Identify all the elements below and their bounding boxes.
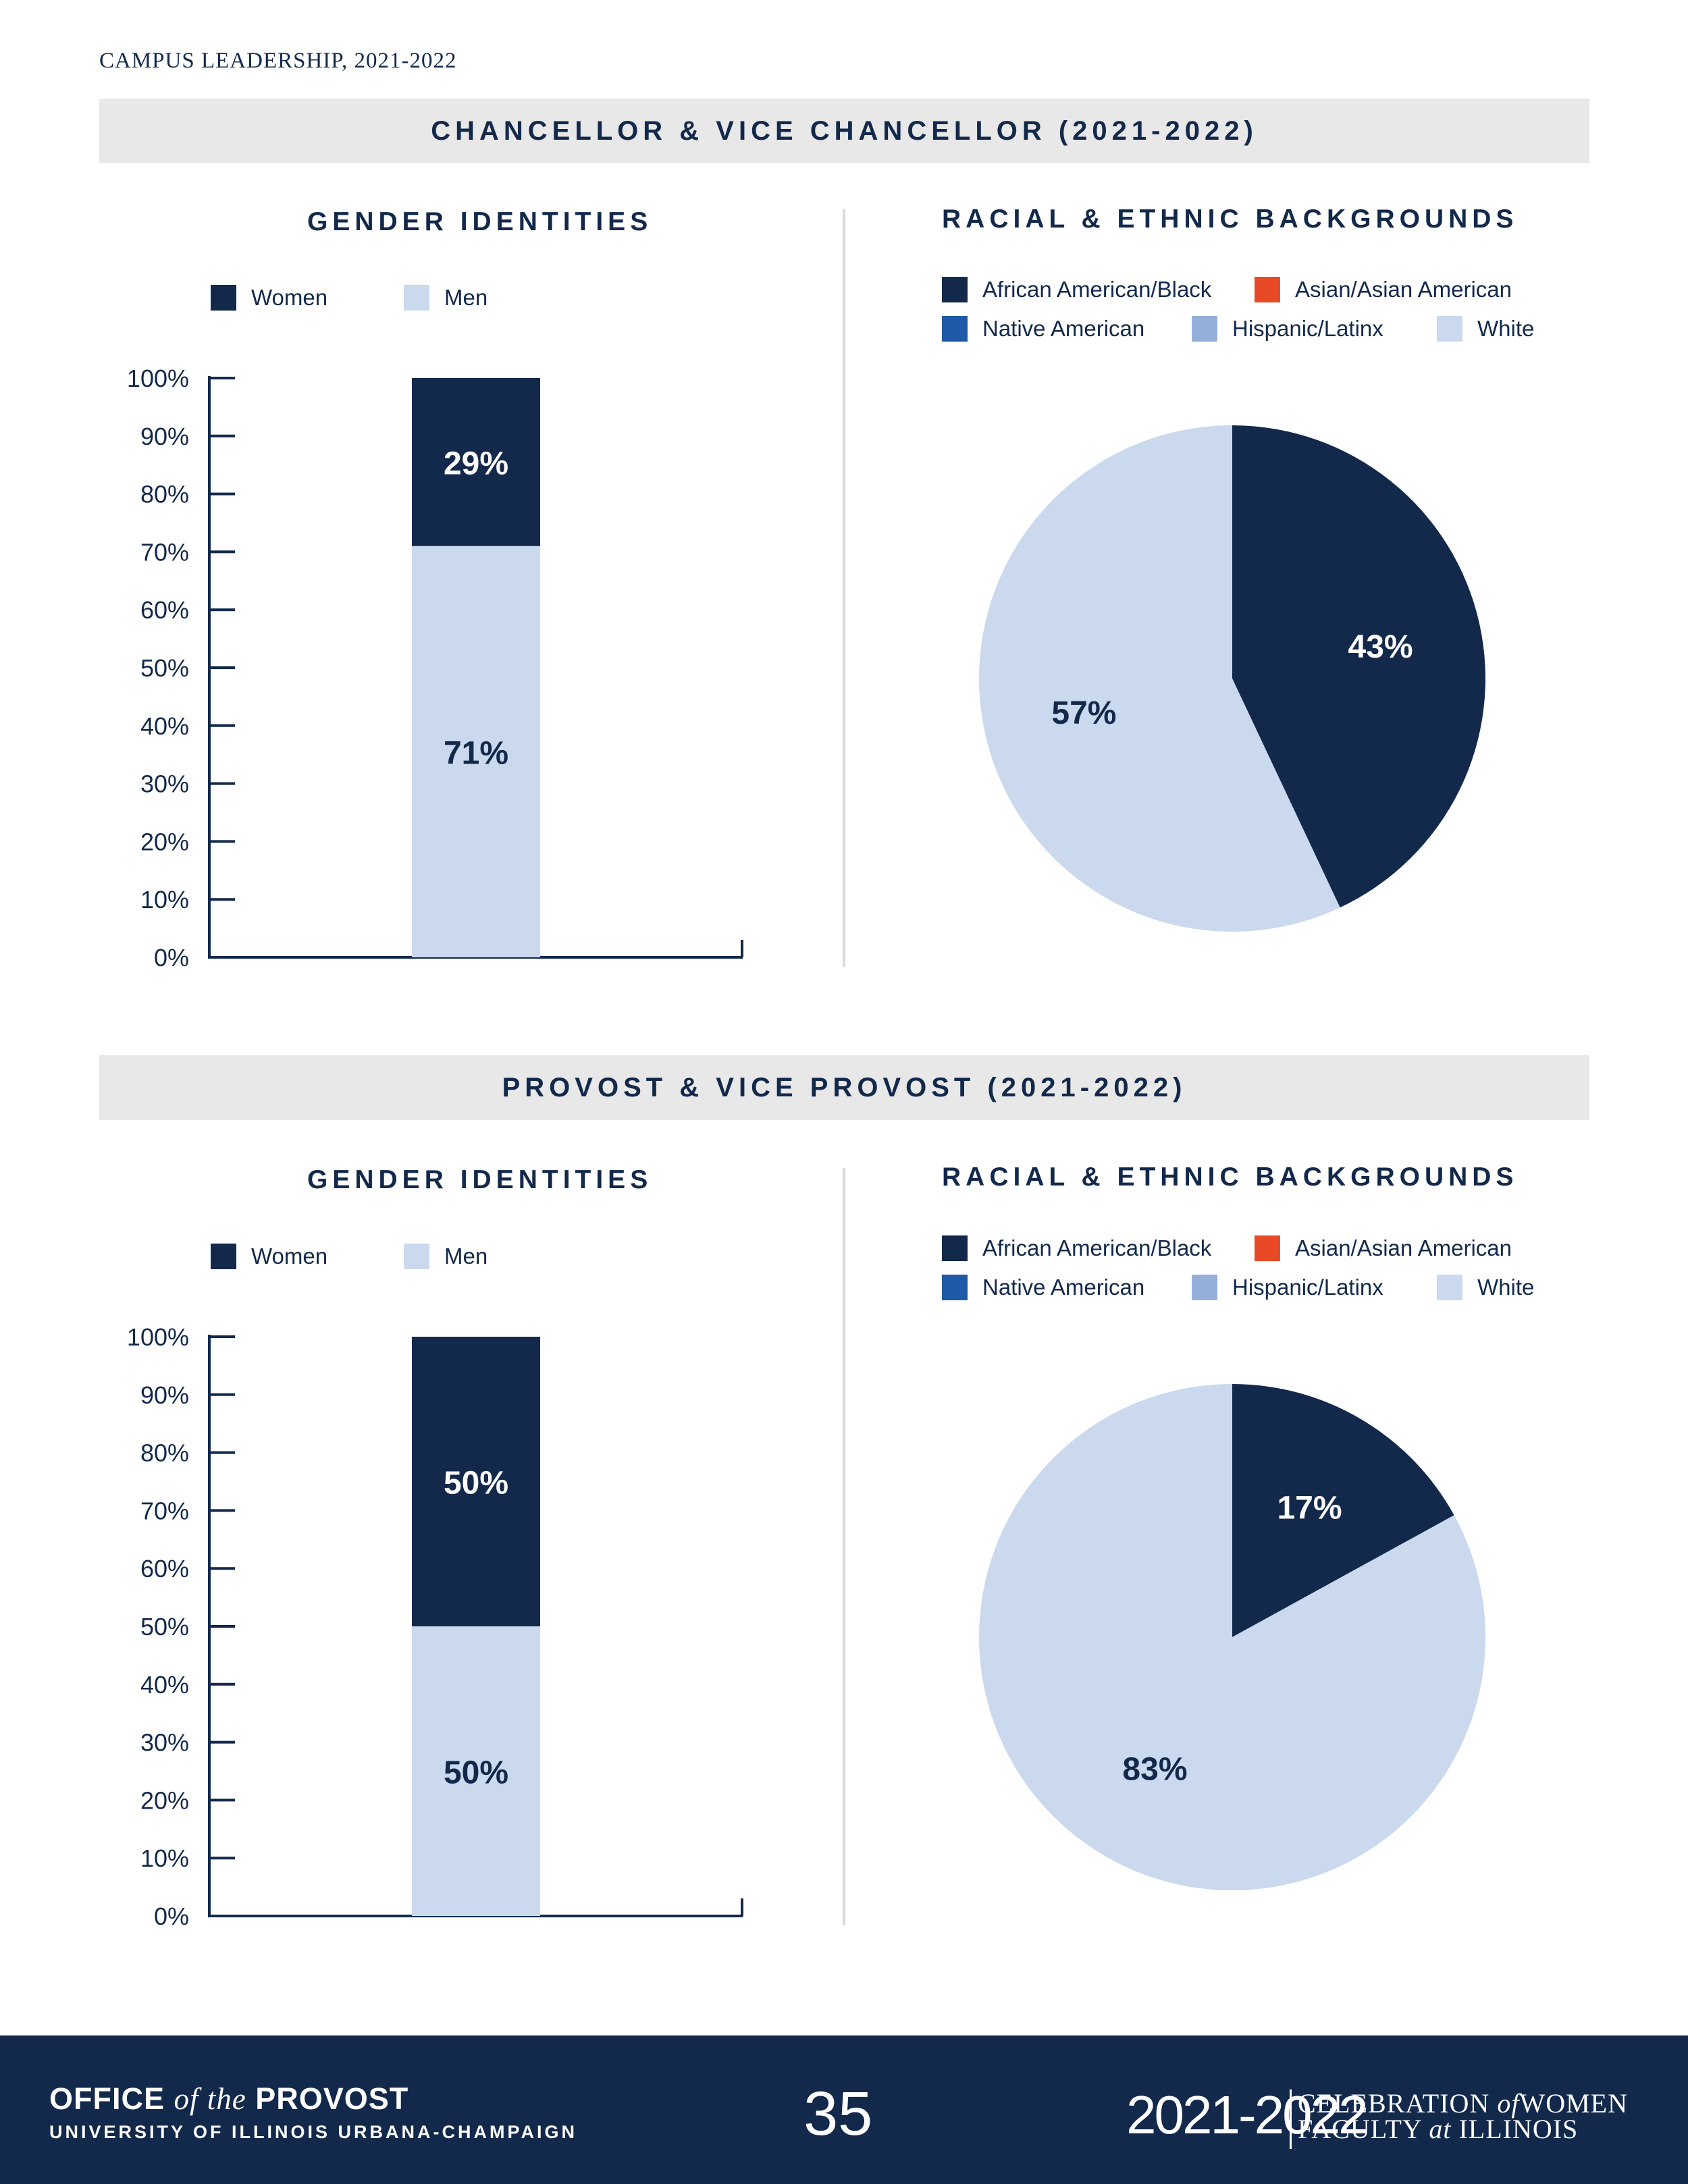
race-pie-chart-2: 17% 83% xyxy=(979,1384,1485,1890)
y-tick-label: 60% xyxy=(140,1555,189,1582)
legend-native-1: Native American xyxy=(942,316,1144,342)
bar-segment-women xyxy=(412,1337,540,1626)
pie-data-label: 43% xyxy=(1348,629,1413,665)
y-tick-label: 40% xyxy=(140,1671,189,1699)
running-head: CAMPUS LEADERSHIP, 2021-2022 xyxy=(99,49,457,73)
y-tick-label: 90% xyxy=(140,423,189,450)
y-tick-label: 40% xyxy=(140,712,189,740)
bar-data-label: 50% xyxy=(444,1466,508,1501)
pie-data-label: 57% xyxy=(1051,695,1116,731)
bar-data-label: 29% xyxy=(444,446,508,481)
legend-white-1: White xyxy=(1437,316,1534,342)
y-tick-label: 0% xyxy=(154,944,189,971)
legend-native-2: Native American xyxy=(942,1275,1144,1300)
gender-title-2: GENDER IDENTITIES xyxy=(307,1165,653,1194)
legend-women-1: Women xyxy=(211,285,327,311)
y-tick-label: 50% xyxy=(140,654,189,682)
y-tick-label: 70% xyxy=(140,538,189,566)
y-tick-label: 30% xyxy=(140,1729,189,1757)
gender-bar-chart-1: 100% 90% 80% 70% 60% 50% 40% 30% 20% 10% 0% 71% 29% xyxy=(127,365,743,971)
pie-slice-african-american-black xyxy=(1232,425,1485,908)
legend-swatch xyxy=(404,285,429,311)
bar-segment-men xyxy=(412,545,540,957)
y-tick-label: 20% xyxy=(140,828,189,855)
bar-data-label: 71% xyxy=(444,735,508,771)
legend-black-2: African American/Black xyxy=(942,1235,1211,1261)
y-tick-label: 10% xyxy=(140,886,189,913)
y-tick-label: 100% xyxy=(127,365,189,392)
y-tick-label: 0% xyxy=(154,1902,189,1930)
section-banner-provost: PROVOST & VICE PROVOST (2021-2022) xyxy=(99,1055,1589,1120)
page-number: 35 xyxy=(803,2079,873,2148)
footer-divider xyxy=(1290,2089,1292,2149)
column-divider-2 xyxy=(843,1168,845,1925)
y-tick-label: 90% xyxy=(140,1381,189,1409)
footer: OFFICE of the PROVOST UNIVERSITY OF ILLI… xyxy=(0,2035,1688,2184)
y-tick-label: 70% xyxy=(140,1497,189,1524)
y-tick-label: 100% xyxy=(127,1323,189,1351)
footer-year: 2021-2022 xyxy=(1126,2085,1369,2145)
legend-men-1: Men xyxy=(404,285,487,311)
legend-black-1: African American/Black xyxy=(942,277,1211,302)
legend-asian-2: Asian/Asian American xyxy=(1255,1235,1512,1261)
legend-white-2: White xyxy=(1437,1275,1534,1300)
legend-swatch xyxy=(211,285,236,311)
legend-women-2: Women xyxy=(211,1244,327,1269)
bar-segment-women xyxy=(412,378,540,546)
pie-data-label: 83% xyxy=(1122,1752,1187,1788)
y-tick-label: 20% xyxy=(140,1786,189,1814)
y-tick-label: 50% xyxy=(140,1613,189,1641)
y-tick-label: 30% xyxy=(140,770,189,798)
legend-hispanic-1: Hispanic/Latinx xyxy=(1192,316,1383,342)
footer-celebration: CELEBRATION ofWOMEN FACULTY at ILLINOIS xyxy=(1298,2088,1628,2144)
y-tick-label: 80% xyxy=(140,1439,189,1467)
gender-title-1: GENDER IDENTITIES xyxy=(307,207,653,236)
footer-office: OFFICE of the PROVOST xyxy=(49,2081,409,2116)
y-tick-label: 60% xyxy=(140,596,189,624)
bar-data-label: 50% xyxy=(444,1755,508,1791)
bar-segment-men xyxy=(412,1626,540,1916)
y-tick-label: 80% xyxy=(140,481,189,508)
pie-slice-white xyxy=(979,1384,1485,1890)
legend-men-2: Men xyxy=(404,1244,487,1269)
column-divider-1 xyxy=(843,209,845,967)
footer-university: UNIVERSITY OF ILLINOIS URBANA-CHAMPAIGN xyxy=(49,2122,578,2142)
pie-data-label: 17% xyxy=(1277,1490,1342,1526)
pie-slice-white xyxy=(979,425,1340,932)
legend-asian-1: Asian/Asian American xyxy=(1255,277,1512,302)
y-tick-label: 10% xyxy=(140,1844,189,1872)
gender-bar-chart-2: 100% 90% 80% 70% 60% 50% 40% 30% 20% 10% 0% 50% 50% xyxy=(127,1323,743,1930)
section-banner-chancellor: CHANCELLOR & VICE CHANCELLOR (2021-2022) xyxy=(99,99,1589,163)
pie-slice-african-american-black xyxy=(1232,1384,1454,1637)
race-pie-chart-1: 43% 57% xyxy=(979,425,1485,932)
race-title-2: RACIAL & ETHNIC BACKGROUNDS xyxy=(942,1163,1519,1192)
legend-hispanic-2: Hispanic/Latinx xyxy=(1192,1275,1383,1300)
race-title-1: RACIAL & ETHNIC BACKGROUNDS xyxy=(942,205,1519,234)
